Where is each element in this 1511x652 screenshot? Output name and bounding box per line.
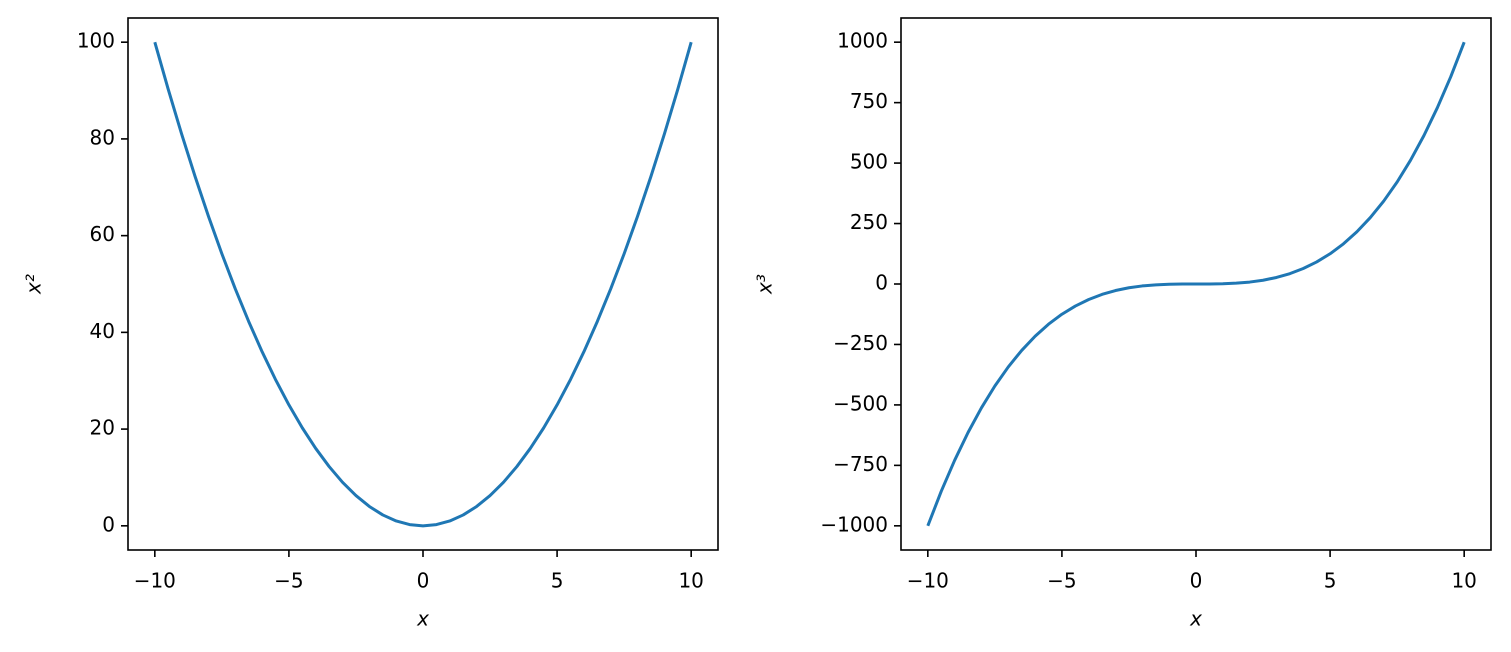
x-tick-label: 5 xyxy=(551,569,564,593)
line xyxy=(926,41,1466,527)
x-tick-label: −10 xyxy=(134,569,176,593)
y-tick-label: −750 xyxy=(833,452,888,476)
y-tick-label: −500 xyxy=(833,391,888,415)
y-tick-label: 1000 xyxy=(837,29,888,53)
y-axis-label: x³ xyxy=(753,274,777,295)
y-axis-label: x² xyxy=(22,274,46,295)
y-tick-label: 100 xyxy=(77,29,115,53)
x-tick-label: −5 xyxy=(274,569,303,593)
y-tick-label: 500 xyxy=(850,150,888,174)
x-axis-label: x xyxy=(416,607,429,631)
x-tick-label: 10 xyxy=(1451,569,1476,593)
x-tick-label: −10 xyxy=(907,569,949,593)
y-tick-label: 750 xyxy=(850,89,888,113)
y-tick-label: 60 xyxy=(90,222,115,246)
y-tick-label: 40 xyxy=(90,319,115,343)
y-tick-label: 80 xyxy=(90,125,115,149)
y-tick-label: −1000 xyxy=(820,512,888,536)
x-tick-label: 0 xyxy=(1190,569,1203,593)
y-tick-label: 250 xyxy=(850,210,888,234)
line xyxy=(153,41,693,528)
x-tick-label: 5 xyxy=(1324,569,1337,593)
y-tick-label: 0 xyxy=(875,271,888,295)
y-tick-label: 20 xyxy=(90,416,115,440)
y-tick-label: 0 xyxy=(102,512,115,536)
y-tick-label: −250 xyxy=(833,331,888,355)
x-axis-label: x xyxy=(1189,607,1202,631)
axes-frame xyxy=(127,17,719,551)
x-tick-label: 0 xyxy=(417,569,430,593)
x-tick-label: −5 xyxy=(1047,569,1076,593)
x-tick-label: 10 xyxy=(678,569,703,593)
